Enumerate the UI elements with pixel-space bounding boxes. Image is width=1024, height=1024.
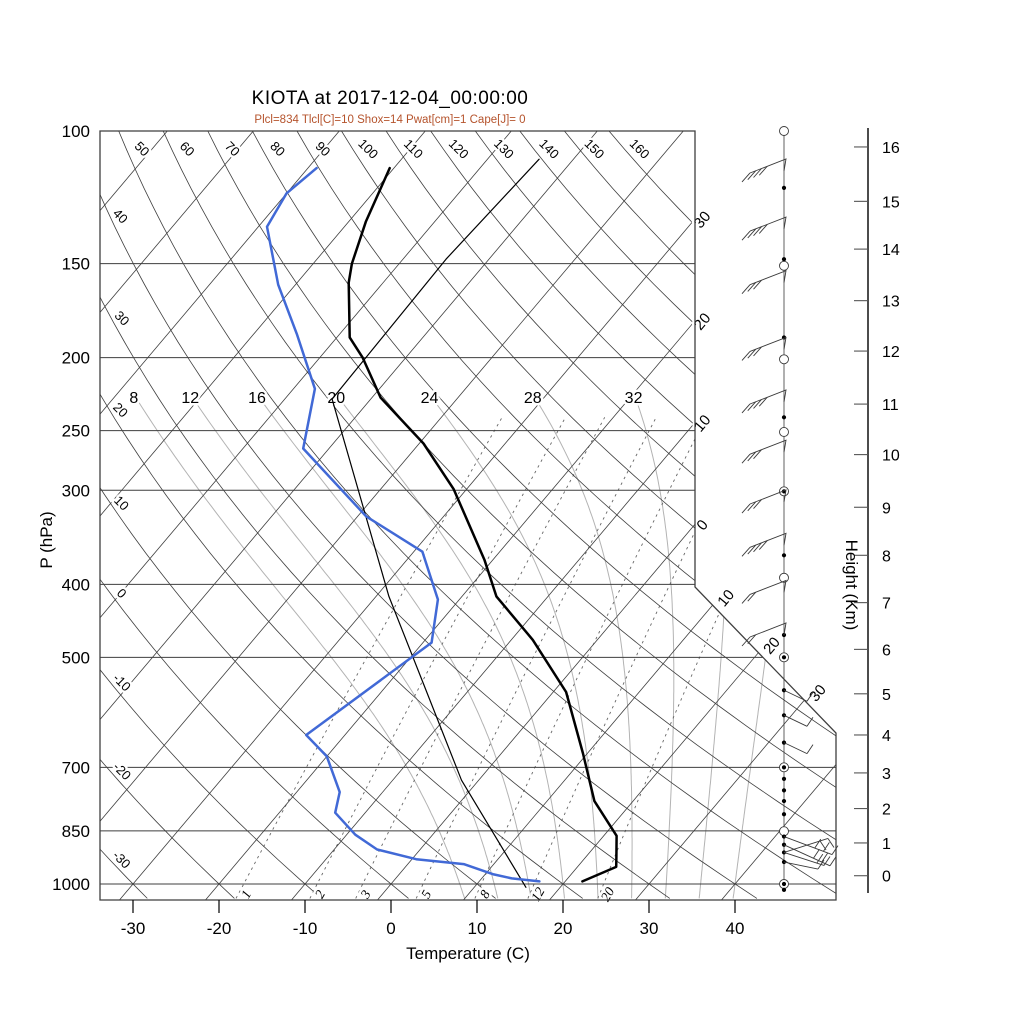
svg-text:12: 12 bbox=[528, 884, 548, 903]
svg-text:-10: -10 bbox=[293, 919, 318, 938]
svg-text:-20: -20 bbox=[110, 759, 134, 783]
svg-text:24: 24 bbox=[421, 390, 439, 407]
wind-barb-column bbox=[741, 126, 839, 892]
svg-text:-20: -20 bbox=[207, 919, 232, 938]
x-axis-title: Temperature (C) bbox=[406, 944, 530, 963]
svg-text:11: 11 bbox=[882, 397, 899, 414]
svg-text:1000: 1000 bbox=[52, 875, 90, 894]
svg-text:50: 50 bbox=[132, 138, 153, 159]
svg-text:300: 300 bbox=[62, 481, 90, 500]
svg-text:8: 8 bbox=[129, 390, 138, 407]
svg-text:8: 8 bbox=[477, 887, 493, 901]
svg-text:30: 30 bbox=[691, 208, 715, 232]
svg-text:2: 2 bbox=[882, 802, 891, 819]
svg-text:8: 8 bbox=[882, 548, 891, 565]
svg-text:70: 70 bbox=[222, 138, 243, 159]
svg-text:20: 20 bbox=[691, 310, 715, 334]
svg-text:100: 100 bbox=[62, 122, 90, 141]
svg-text:1: 1 bbox=[882, 836, 891, 853]
svg-text:100: 100 bbox=[355, 136, 381, 162]
svg-text:0: 0 bbox=[693, 517, 711, 534]
svg-text:150: 150 bbox=[581, 136, 607, 162]
svg-text:140: 140 bbox=[536, 136, 562, 162]
svg-text:-10: -10 bbox=[110, 670, 134, 694]
svg-text:400: 400 bbox=[62, 575, 90, 594]
svg-text:5: 5 bbox=[418, 887, 434, 901]
svg-text:0: 0 bbox=[882, 869, 891, 886]
svg-text:30: 30 bbox=[640, 919, 659, 938]
chart-title: KIOTA at 2017-12-04_00:00:00 bbox=[251, 88, 529, 109]
svg-text:250: 250 bbox=[62, 422, 90, 441]
svg-text:60: 60 bbox=[177, 138, 198, 159]
svg-text:7: 7 bbox=[882, 596, 891, 613]
dewpoint-profile-line bbox=[265, 166, 541, 883]
svg-text:16: 16 bbox=[882, 140, 900, 157]
svg-text:12: 12 bbox=[181, 390, 199, 407]
svg-text:850: 850 bbox=[62, 822, 90, 841]
svg-text:14: 14 bbox=[882, 242, 900, 259]
moist-adiabats bbox=[134, 395, 794, 899]
svg-text:-30: -30 bbox=[110, 848, 134, 872]
svg-text:20: 20 bbox=[110, 400, 131, 421]
svg-text:1: 1 bbox=[238, 888, 254, 901]
pressure-axis-title: P (hPa) bbox=[37, 511, 56, 569]
svg-text:10: 10 bbox=[691, 412, 715, 436]
svg-text:10: 10 bbox=[111, 493, 132, 514]
svg-text:20: 20 bbox=[598, 884, 618, 903]
svg-text:110: 110 bbox=[401, 136, 426, 161]
svg-text:10: 10 bbox=[882, 448, 900, 465]
svg-text:3: 3 bbox=[882, 766, 891, 783]
chart-subtitle: Plcl=834 Tlcl[C]=10 Shox=14 Pwat[cm]=1 C… bbox=[254, 114, 526, 126]
svg-text:10: 10 bbox=[468, 919, 487, 938]
svg-text:20: 20 bbox=[327, 390, 345, 407]
svg-text:30: 30 bbox=[806, 681, 830, 705]
background-line-labels: 50 60 70 80 90 100 110 120 130 140 150 160403020100… bbox=[107, 133, 832, 906]
svg-text:40: 40 bbox=[726, 919, 745, 938]
svg-text:0: 0 bbox=[386, 919, 395, 938]
svg-text:6: 6 bbox=[882, 642, 891, 659]
dry-adiabats bbox=[100, 131, 836, 899]
svg-text:160: 160 bbox=[627, 136, 653, 162]
svg-text:200: 200 bbox=[62, 349, 90, 368]
svg-text:150: 150 bbox=[62, 255, 90, 274]
svg-text:16: 16 bbox=[248, 390, 266, 407]
mixing-ratio-lines bbox=[235, 417, 810, 899]
plot-boundary bbox=[99, 130, 837, 901]
height-axis-title: Height (Km) bbox=[842, 539, 861, 631]
svg-text:4: 4 bbox=[882, 728, 891, 745]
svg-text:700: 700 bbox=[62, 758, 90, 777]
svg-text:32: 32 bbox=[625, 390, 643, 407]
auxiliary-profile-line bbox=[331, 158, 540, 888]
svg-text:28: 28 bbox=[524, 390, 542, 407]
svg-text:15: 15 bbox=[882, 194, 900, 211]
svg-text:-30: -30 bbox=[121, 919, 146, 938]
svg-text:20: 20 bbox=[554, 919, 573, 938]
svg-text:13: 13 bbox=[882, 294, 900, 311]
svg-text:9: 9 bbox=[882, 500, 891, 517]
svg-text:12: 12 bbox=[882, 344, 900, 361]
svg-text:2: 2 bbox=[312, 887, 328, 901]
svg-text:10: 10 bbox=[714, 586, 738, 610]
temperature-profile-line bbox=[347, 166, 618, 883]
svg-text:80: 80 bbox=[267, 138, 288, 159]
svg-text:500: 500 bbox=[62, 648, 90, 667]
svg-text:5: 5 bbox=[882, 687, 891, 704]
